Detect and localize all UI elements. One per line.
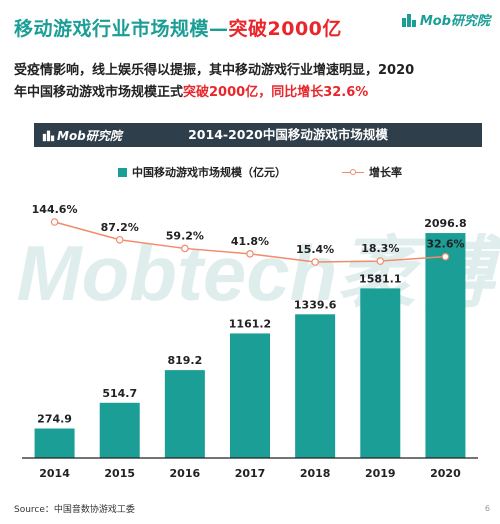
rate-point-2017: [246, 250, 254, 258]
rate-label-2014: 144.6%: [32, 203, 78, 216]
rate-point-2016: [181, 244, 189, 253]
watermark: Mobtech袤博: [17, 229, 500, 317]
bar-label-2019: 1581.1: [359, 272, 401, 285]
bar-2014: [34, 428, 75, 458]
x-tick-2017: 2017: [235, 467, 266, 480]
rate-point-2019: [376, 257, 385, 265]
legend-bar-swatch: [118, 167, 127, 177]
bar-2018: [295, 314, 336, 458]
legend-item-line: 增长率: [342, 164, 402, 180]
logo-building-icon: [401, 13, 416, 27]
brand-logo: Mob研究院: [401, 10, 490, 29]
bar-label-2016: 819.2: [167, 354, 202, 367]
rate-point-2020: [441, 252, 450, 261]
logo-text: Mob研究院: [419, 14, 490, 29]
rate-point-2014: [50, 218, 59, 226]
rate-point-2015: [115, 235, 124, 244]
bar-label-2014: 274.9: [37, 413, 72, 426]
rate-label-2015: 87.2%: [101, 221, 139, 234]
x-tick-2018: 2018: [300, 467, 331, 480]
banner-logo-text: Mob研究院: [57, 128, 122, 143]
x-tick-2016: 2016: [170, 467, 201, 480]
legend-line-swatch: [342, 168, 364, 177]
page-title: 移动游戏行业市场规模—突破2000亿: [14, 14, 342, 41]
bar-2016: [164, 370, 205, 458]
rate-label-2018: 15.4%: [296, 243, 334, 256]
rate-label-2020: 32.6%: [426, 238, 464, 251]
bar-2019: [360, 288, 401, 458]
bar-label-2018: 1339.6: [294, 298, 337, 311]
bar-label-2015: 514.7: [102, 387, 137, 400]
bar-label-2017: 1161.2: [229, 317, 271, 330]
subtitle-line-2-highlight: 突破2000亿，同比增长32.6%: [183, 85, 369, 100]
x-tick-2020: 2020: [430, 467, 461, 480]
legend-item-bar: 中国移动游戏市场规模（亿元）: [118, 164, 286, 180]
x-tick-2014: 2014: [39, 467, 70, 480]
bar-2020: [425, 233, 466, 458]
chart-banner: Mob研究院 2014-2020中国移动游戏市场规模: [34, 123, 482, 147]
x-tick-2015: 2015: [104, 467, 135, 480]
rate-label-2016: 59.2%: [166, 229, 204, 242]
chart-title: 2014-2020中国移动游戏市场规模: [188, 127, 388, 142]
subtitle: 受疫情影响，线上娱乐得以提振，其中移动游戏行业增速明显，2020 年中国移动游戏…: [14, 60, 489, 104]
banner-logo: Mob研究院: [42, 123, 122, 147]
page-number: 6: [484, 504, 490, 513]
x-tick-2019: 2019: [365, 467, 396, 480]
rate-label-2017: 41.8%: [231, 235, 269, 248]
bar-2015: [99, 402, 140, 458]
rate-point-2018: [311, 258, 319, 266]
bar-label-2020: 2096.8: [424, 217, 466, 230]
title-highlight: 突破2000亿: [228, 18, 342, 40]
subtitle-line-1: 受疫情影响，线上娱乐得以提振，其中移动游戏行业增速明显，2020: [14, 63, 415, 78]
rate-label-2019: 18.3%: [361, 242, 399, 255]
title-main: 移动游戏行业市场规模—: [14, 18, 229, 40]
subtitle-line-2: 年中国移动游戏市场规模正式突破2000亿，同比增长32.6%: [14, 82, 489, 104]
bar-2017: [230, 333, 270, 458]
subtitle-line-2-normal: 年中国移动游戏市场规模正式: [14, 85, 184, 100]
source-note: Source：中国音数协游戏工委: [14, 505, 135, 515]
legend-line-label: 增长率: [369, 166, 402, 179]
legend-bar-label: 中国移动游戏市场规模（亿元）: [132, 166, 286, 179]
banner-logo-icon: [42, 130, 55, 141]
